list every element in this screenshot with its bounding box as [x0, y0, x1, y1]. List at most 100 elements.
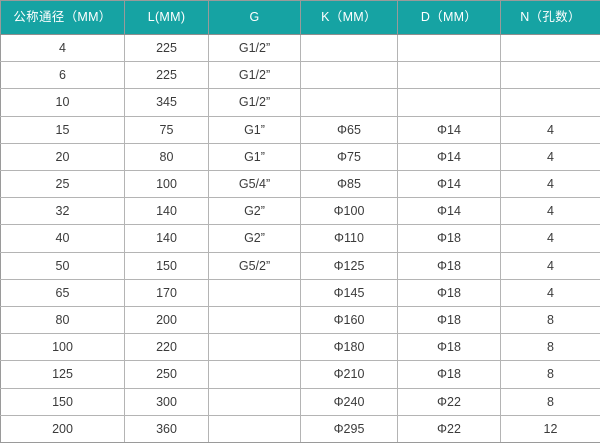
table-cell: Φ14	[398, 143, 501, 170]
table-cell: Φ75	[301, 143, 398, 170]
table-cell: 150	[125, 252, 209, 279]
table-cell: 225	[125, 62, 209, 89]
table-cell: G5/4”	[209, 171, 301, 198]
column-header-n: N（孔数）	[501, 1, 600, 35]
table-cell: Φ14	[398, 198, 501, 225]
table-cell: 8	[501, 388, 600, 415]
table-cell: 4	[501, 198, 600, 225]
table-cell: 300	[125, 388, 209, 415]
table-cell: 4	[501, 279, 600, 306]
table-cell: Φ100	[301, 198, 398, 225]
table-cell	[301, 62, 398, 89]
table-cell	[501, 89, 600, 116]
table-cell: Φ240	[301, 388, 398, 415]
table-cell: 80	[1, 307, 125, 334]
table-cell: Φ18	[398, 225, 501, 252]
table-cell	[501, 35, 600, 62]
table-cell: 25	[1, 171, 125, 198]
table-cell: 75	[125, 116, 209, 143]
table-cell: 100	[125, 171, 209, 198]
table-cell: 150	[1, 388, 125, 415]
table-cell	[209, 334, 301, 361]
table-cell: 15	[1, 116, 125, 143]
table-cell: 80	[125, 143, 209, 170]
table-cell: 250	[125, 361, 209, 388]
column-header-g: G	[209, 1, 301, 35]
table-cell	[301, 89, 398, 116]
table-cell: G2”	[209, 225, 301, 252]
table-cell: Φ18	[398, 361, 501, 388]
table-cell: 50	[1, 252, 125, 279]
table-cell	[209, 279, 301, 306]
table-cell: 8	[501, 361, 600, 388]
table-cell: 32	[1, 198, 125, 225]
table-cell: Φ65	[301, 116, 398, 143]
table-cell: Φ180	[301, 334, 398, 361]
table-cell: Φ14	[398, 116, 501, 143]
table-cell: 20	[1, 143, 125, 170]
table-cell: G1/2”	[209, 62, 301, 89]
table-cell: 100	[1, 334, 125, 361]
table-cell: 140	[125, 198, 209, 225]
column-header-nominal-diameter: 公称通径（MM）	[1, 1, 125, 35]
table-cell: G5/2”	[209, 252, 301, 279]
table-cell	[209, 388, 301, 415]
table-cell	[398, 62, 501, 89]
table-cell: 8	[501, 307, 600, 334]
table-cell: Φ145	[301, 279, 398, 306]
table-cell	[209, 361, 301, 388]
table-cell: Φ18	[398, 334, 501, 361]
table-cell	[209, 307, 301, 334]
table-header-row: 公称通径（MM） L(MM) G K（MM） D（MM） N（孔数）	[1, 1, 600, 35]
table-cell: G2”	[209, 198, 301, 225]
table-cell: 200	[1, 415, 125, 442]
table-cell: Φ22	[398, 388, 501, 415]
table-cell: 65	[1, 279, 125, 306]
table-cell: Φ22	[398, 415, 501, 442]
table-cell: 4	[501, 116, 600, 143]
table-cell: Φ125	[301, 252, 398, 279]
table-cell: 10	[1, 89, 125, 116]
column-header-k: K（MM）	[301, 1, 398, 35]
table-cell: Φ18	[398, 279, 501, 306]
table-cell	[398, 35, 501, 62]
table-cell: 360	[125, 415, 209, 442]
table-cell: 200	[125, 307, 209, 334]
table-cell: 4	[501, 252, 600, 279]
table-cell: 40	[1, 225, 125, 252]
table-cell: Φ295	[301, 415, 398, 442]
table-cell: Φ14	[398, 171, 501, 198]
table-cell: 225	[125, 35, 209, 62]
table-cell: Φ160	[301, 307, 398, 334]
table-cell	[501, 62, 600, 89]
table-cell: 170	[125, 279, 209, 306]
table-cell: 345	[125, 89, 209, 116]
table-cell: 4	[501, 143, 600, 170]
table-cell	[398, 89, 501, 116]
table-cell: G1/2”	[209, 35, 301, 62]
table-header: 公称通径（MM） L(MM) G K（MM） D（MM） N（孔数）	[1, 1, 600, 35]
table-cell	[301, 35, 398, 62]
column-header-d: D（MM）	[398, 1, 501, 35]
table-cell: G1/2”	[209, 89, 301, 116]
table-cell: G1”	[209, 143, 301, 170]
table-cell: Φ85	[301, 171, 398, 198]
table-cell: G1”	[209, 116, 301, 143]
table-cell: 140	[125, 225, 209, 252]
